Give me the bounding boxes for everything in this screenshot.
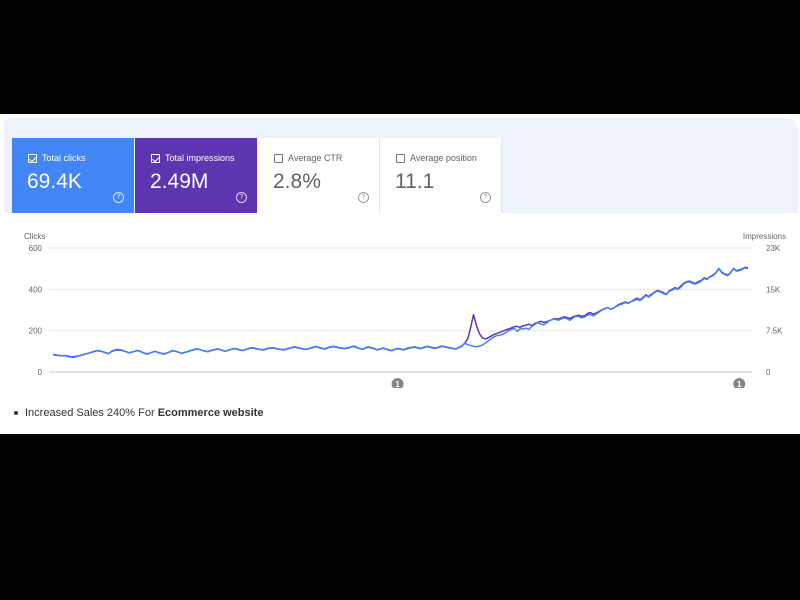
card-value: 11.1: [395, 170, 435, 193]
checkbox-icon[interactable]: [28, 154, 37, 163]
y-left-tick-label: 400: [29, 285, 43, 294]
performance-report: Total clicks 69.4K ? Total impressions 2…: [4, 118, 798, 388]
checkbox-icon[interactable]: [274, 154, 283, 163]
y-left-tick-label: 600: [29, 244, 43, 253]
report-panel: Total clicks 69.4K ? Total impressions 2…: [0, 114, 800, 434]
card-label: Total clicks: [42, 153, 86, 163]
checkbox-icon[interactable]: [151, 154, 160, 163]
card-value: 69.4K: [27, 170, 82, 193]
performance-chart: Clicks Impressions 600 23K 400 15K 200 7.5K 0 0 1 1: [24, 232, 786, 388]
card-average-position[interactable]: Average position 11.1 ?: [380, 138, 502, 213]
y-left-axis-title: Clicks: [24, 232, 45, 241]
series-line-clicks: [52, 267, 749, 359]
annotation-marker-icon[interactable]: [391, 378, 404, 388]
card-average-ctr[interactable]: Average CTR 2.8% ?: [258, 138, 380, 213]
card-value: 2.49M: [150, 170, 209, 193]
footnote-text: Increased Sales 240% For Ecommerce websi…: [25, 407, 263, 419]
y-right-tick-label: 15K: [766, 285, 781, 294]
card-label: Average position: [410, 153, 477, 163]
help-icon[interactable]: ?: [480, 192, 491, 203]
series-line-impressions: [52, 266, 749, 358]
card-label: Total impressions: [165, 153, 235, 163]
card-value: 2.8%: [273, 170, 321, 193]
annotation-marker-label: 1: [737, 380, 742, 388]
y-left-tick-label: 0: [38, 368, 43, 377]
annotation-marker-icon[interactable]: [733, 378, 746, 388]
checkbox-icon[interactable]: [396, 154, 405, 163]
footnote-bold: Ecommerce website: [157, 407, 264, 419]
y-right-tick-label: 7.5K: [766, 327, 783, 336]
y-right-tick-label: 0: [766, 368, 771, 377]
y-right-axis-title: Impressions: [743, 232, 786, 241]
y-left-tick-label: 200: [29, 327, 43, 336]
card-label: Average CTR: [288, 153, 343, 163]
card-total-impressions[interactable]: Total impressions 2.49M ?: [135, 138, 257, 213]
bullet-icon: [14, 411, 18, 415]
annotation-marker-label: 1: [395, 380, 400, 388]
footnote-plain: Increased Sales 240% For: [25, 407, 158, 419]
help-icon[interactable]: ?: [113, 192, 124, 203]
footnote: Increased Sales 240% For Ecommerce websi…: [0, 404, 800, 424]
help-icon[interactable]: ?: [358, 192, 369, 203]
card-total-clicks[interactable]: Total clicks 69.4K ?: [12, 138, 134, 213]
y-right-tick-label: 23K: [766, 244, 781, 253]
help-icon[interactable]: ?: [236, 192, 247, 203]
chart-area: Clicks Impressions 600 23K 400 15K 200 7.5K 0 0 1 1: [4, 213, 798, 388]
